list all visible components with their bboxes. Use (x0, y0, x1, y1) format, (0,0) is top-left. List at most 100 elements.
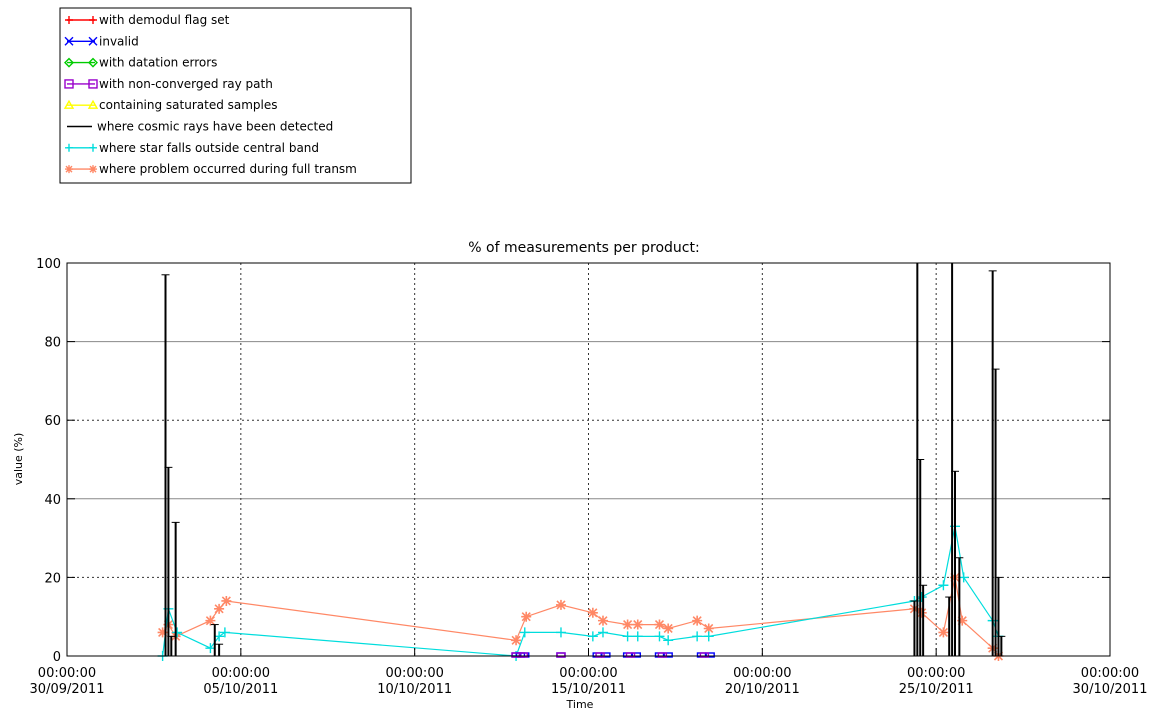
series-6-point (219, 627, 230, 638)
legend-symbol (88, 79, 98, 89)
legend-label: invalid (99, 34, 139, 48)
series-6-point (519, 627, 530, 638)
x-axis-label: Time (566, 698, 594, 711)
legend-symbol (88, 57, 98, 68)
series-7-point (654, 619, 665, 630)
x-tick-label-time: 00:00:00 (385, 666, 443, 681)
legend-entry: where star falls outside central band (65, 141, 319, 155)
legend-symbol (87, 99, 99, 109)
series-6-point (692, 631, 703, 642)
x-axis-ticks: 00:00:0030/09/201100:00:0005/10/201100:0… (30, 648, 1148, 697)
legend-entry: containing saturated samples (63, 98, 278, 112)
series-7-point (632, 619, 643, 630)
legend-label: where cosmic rays have been detected (97, 120, 333, 134)
x-tick-label-time: 00:00:00 (733, 666, 791, 681)
series-7-line (162, 577, 999, 657)
series-6-point (632, 631, 643, 642)
series-7-point (916, 607, 927, 618)
x-tick-label-date: 10/10/2011 (377, 682, 452, 697)
series-7-point (663, 623, 674, 634)
series-6-point (555, 627, 566, 638)
legend-label: with non-converged ray path (99, 77, 273, 91)
legend-entry: where problem occurred during full trans… (65, 162, 357, 176)
series-6-point (938, 580, 949, 591)
y-tick-label: 20 (44, 571, 61, 586)
series-7-point (622, 619, 633, 630)
series-3-point (511, 652, 521, 658)
series-6-point (172, 627, 183, 638)
x-tick-label-date: 30/10/2011 (1073, 682, 1148, 697)
series-7-point (521, 611, 532, 622)
series-1-point (601, 652, 611, 658)
series-1-point (705, 652, 715, 658)
legend-entry: with datation errors (64, 56, 217, 70)
series-7-point (957, 615, 968, 626)
y-axis-ticks: 0 20 40 60 80 100 (36, 257, 1110, 665)
legend-symbol (64, 36, 74, 46)
series-6 (157, 521, 1004, 661)
y-tick-label: 60 (44, 414, 61, 429)
series-6-point (916, 592, 927, 603)
series-3-point (699, 652, 710, 658)
y-tick-label: 40 (44, 493, 61, 508)
series-7-point (157, 627, 168, 638)
legend-symbol (64, 79, 74, 89)
series-7 (157, 572, 1004, 661)
series-6-point (663, 635, 674, 646)
series-7-point (692, 615, 703, 626)
series-6-point (654, 631, 665, 642)
legend-label: with demodul flag set (99, 13, 230, 27)
legend-label: where star falls outside central band (99, 141, 319, 155)
series-7-point (597, 615, 608, 626)
series-3-point (657, 652, 668, 658)
x-tick-label-time: 00:00:00 (559, 666, 617, 681)
series-3-point (595, 652, 605, 658)
legend-label: where problem occurred during full trans… (99, 162, 357, 176)
legend-symbol (63, 99, 75, 109)
series-6-point (958, 572, 969, 583)
x-tick-label-time: 00:00:00 (38, 666, 96, 681)
legend-symbol (89, 165, 97, 174)
legend-symbol (65, 143, 73, 152)
series-7-point (214, 603, 225, 614)
x-tick-label-time: 00:00:00 (1081, 666, 1139, 681)
x-tick-label-date: 15/10/2011 (551, 682, 626, 697)
legend-symbol (89, 16, 97, 24)
series-6-point (587, 631, 598, 642)
legend-symbol (88, 36, 98, 46)
series-3-point (556, 652, 566, 658)
series-6-line (162, 526, 1000, 657)
x-tick-label-date: 30/09/2011 (30, 682, 105, 697)
series-7-point (555, 599, 566, 610)
series-7-point (587, 607, 598, 618)
series-6-point (597, 627, 608, 638)
series-7-point (511, 635, 522, 646)
series-6-point (622, 631, 633, 642)
series-7-point (205, 615, 216, 626)
series-3-point (518, 652, 529, 658)
x-tick-label-date: 05/10/2011 (203, 682, 278, 697)
series-7-point (221, 595, 232, 606)
legend-entry: with demodul flag set (65, 13, 230, 27)
y-tick-label: 0 (53, 650, 61, 665)
legend: with demodul flag set invalid with datatio… (59, 7, 412, 184)
series-1-point (663, 652, 673, 658)
legend-label: containing saturated samples (99, 98, 278, 112)
series-3 (511, 652, 710, 658)
series-7-point (703, 623, 714, 634)
legend-symbol (65, 16, 73, 24)
y-axis-label: value (%) (12, 433, 25, 486)
grid (67, 263, 1110, 656)
series-3-point (625, 652, 636, 658)
legend-entry: invalid (64, 34, 139, 48)
series-7-point (938, 627, 949, 638)
legend-box (59, 7, 412, 184)
y-tick-label: 100 (36, 257, 61, 272)
y-tick-label: 80 (44, 336, 61, 351)
x-tick-label-time: 00:00:00 (907, 666, 965, 681)
legend-symbol (64, 57, 74, 68)
legend-symbol (89, 143, 97, 152)
legend-entry: with non-converged ray path (64, 77, 273, 91)
x-tick-label-date: 25/10/2011 (899, 682, 974, 697)
